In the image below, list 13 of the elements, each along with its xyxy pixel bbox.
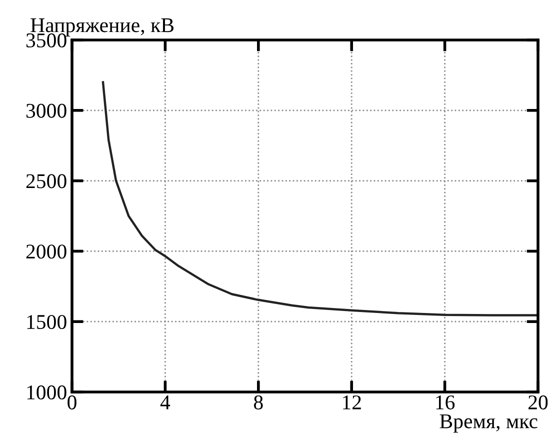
x-axis-title: Время, мкс: [440, 414, 538, 433]
x-tick-label: 0: [68, 395, 76, 410]
y-tick-label: 3000: [26, 104, 66, 118]
y-tick-label: 1500: [27, 314, 66, 330]
x-tick-label: 16: [436, 395, 455, 410]
y-tick-label: 1000: [27, 385, 66, 400]
y-tick-label: 2500: [26, 174, 66, 188]
x-tick-label: 20: [528, 395, 548, 410]
line-series: [102, 81, 538, 316]
x-tick-label: 12: [343, 395, 361, 410]
y-tick-label: 2000: [26, 244, 66, 259]
x-tick-label: 4: [160, 396, 170, 410]
x-tick-label: 8: [254, 395, 263, 410]
